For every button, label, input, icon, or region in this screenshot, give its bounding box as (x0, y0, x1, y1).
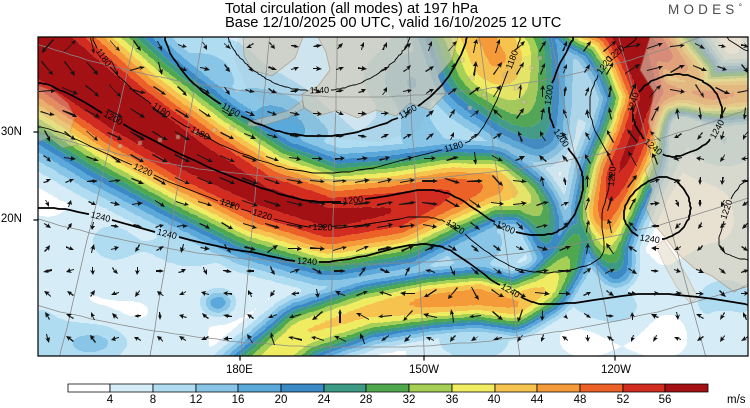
svg-text:1200: 1200 (542, 84, 555, 105)
svg-text:1140: 1140 (310, 85, 330, 95)
svg-text:1240: 1240 (639, 232, 660, 245)
svg-text:1240: 1240 (90, 209, 112, 224)
svg-text:1240: 1240 (297, 256, 318, 267)
svg-text:1200: 1200 (343, 194, 364, 206)
svg-text:1240: 1240 (156, 227, 178, 242)
